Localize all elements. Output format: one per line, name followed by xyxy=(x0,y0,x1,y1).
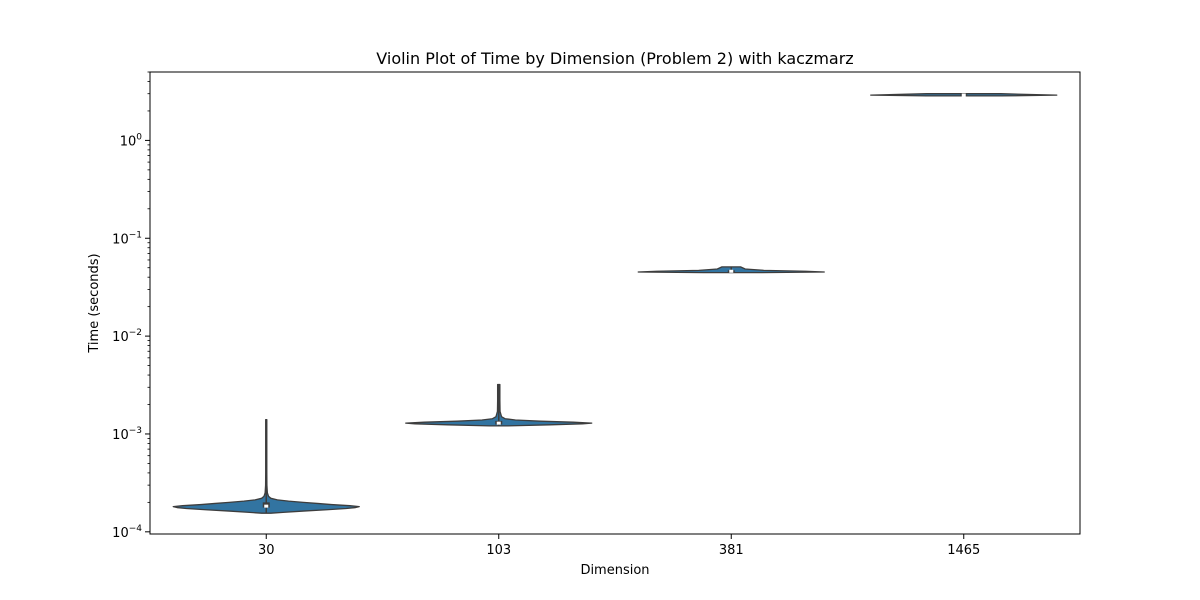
y-tick-label: 10−1 xyxy=(112,230,142,247)
violin-1465 xyxy=(870,93,1058,97)
y-tick-label: 10−3 xyxy=(112,426,142,443)
violin-103 xyxy=(405,383,593,427)
plot-frame xyxy=(149,71,1081,535)
y-tick-label: 10−2 xyxy=(112,328,142,345)
violin-381 xyxy=(637,266,825,274)
violin-30 xyxy=(172,419,360,514)
x-tick-label: 1465 xyxy=(947,543,980,558)
violin-median xyxy=(729,269,734,273)
y-axis: 10−4 10−3 10−2 10−1 100 xyxy=(112,71,150,541)
x-tick-label: 30 xyxy=(258,543,275,558)
y-tick-label: 100 xyxy=(120,132,143,149)
violins-layer xyxy=(172,93,1058,514)
violin-median xyxy=(496,421,501,425)
x-axis-label: Dimension xyxy=(580,563,649,578)
chart-title: Violin Plot of Time by Dimension (Proble… xyxy=(376,49,853,68)
y-axis-label: Time (seconds) xyxy=(87,253,102,353)
y-tick-label: 10−4 xyxy=(112,524,142,541)
x-axis: 30 103 381 1465 xyxy=(258,534,980,558)
violin-median xyxy=(264,504,269,508)
violin-median xyxy=(961,93,966,97)
x-tick-label: 381 xyxy=(719,543,744,558)
x-tick-label: 103 xyxy=(486,543,511,558)
